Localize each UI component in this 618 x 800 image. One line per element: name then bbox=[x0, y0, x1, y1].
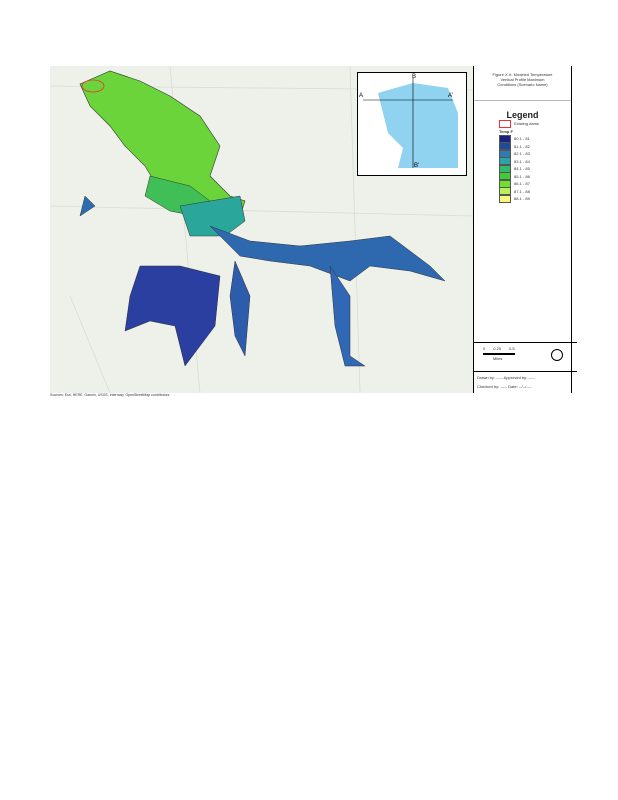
legend-label: 84.1 - 85 bbox=[514, 166, 530, 172]
scale-bar: 0 0.25 0.5 Miles bbox=[474, 342, 577, 375]
inset-label: A' bbox=[448, 93, 454, 99]
legend-label: Existing dams bbox=[514, 121, 539, 127]
legend-label: Temp F bbox=[499, 128, 513, 134]
inset-label: B bbox=[412, 74, 417, 80]
scale-tick: 0.5 bbox=[509, 346, 515, 351]
legend-label: 80.1 - 81 bbox=[514, 136, 530, 142]
inset-label: B' bbox=[414, 163, 420, 169]
legend-label: 82.1 - 83 bbox=[514, 151, 530, 157]
scale-tick: 0.25 bbox=[493, 346, 502, 351]
north-arrow-icon bbox=[551, 349, 563, 361]
legend-label: 81.1 - 82 bbox=[514, 143, 530, 149]
legend-label: 85.1 - 86 bbox=[514, 173, 530, 179]
dam-marker bbox=[81, 79, 105, 93]
legend-class: 88.1 - 89 bbox=[499, 194, 571, 203]
title-line: Conditions (Scenario Name) bbox=[497, 82, 548, 87]
legend-label: 83.1 - 84 bbox=[514, 158, 530, 164]
footer-line: Drawn by: ----- Approved by: ----- bbox=[474, 371, 577, 383]
legend-label: 87.1 - 88 bbox=[514, 188, 530, 194]
legend-heading: Legend bbox=[506, 110, 539, 120]
inset-map: A B A' B' bbox=[357, 72, 467, 176]
legend-panel: Figure X.X: Modeled Temperature Vertical… bbox=[473, 66, 577, 393]
dam-icon bbox=[499, 119, 511, 128]
legend-label: 86.1 - 87 bbox=[514, 181, 530, 187]
map-credit: Sources: Esri, HERE, Garmin, USGS, Inter… bbox=[50, 393, 170, 397]
footer-line: Checked by: ----- Date: --/--/---- bbox=[477, 384, 532, 389]
figure-title: Figure X.X: Modeled Temperature Vertical… bbox=[474, 66, 571, 101]
inset-label: A bbox=[359, 93, 364, 99]
scale-tick: 0 bbox=[483, 346, 486, 351]
title-line: Figure X.X: Modeled Temperature bbox=[492, 72, 553, 77]
legend-label: 88.1 - 89 bbox=[514, 196, 530, 202]
title-line: Vertical Profile Maximum bbox=[500, 77, 545, 82]
scale-unit: Miles bbox=[493, 356, 503, 361]
legend-swatch bbox=[499, 194, 511, 203]
